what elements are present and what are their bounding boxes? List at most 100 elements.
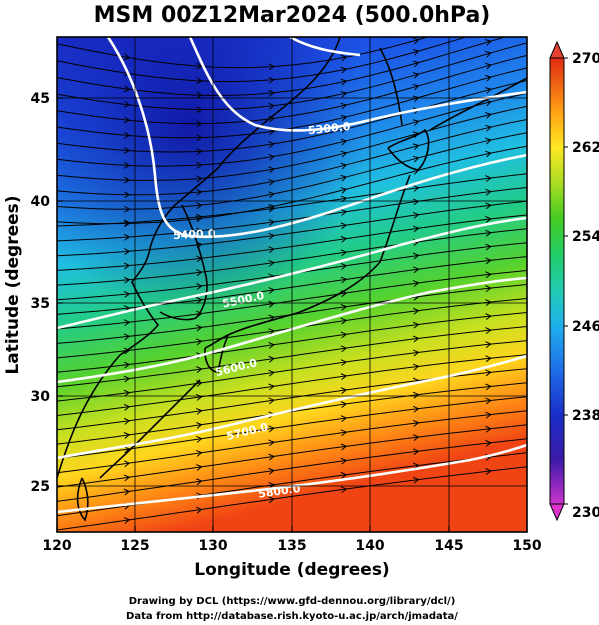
streamline-arrow [412,119,420,126]
streamline-arrow [268,232,275,240]
x-tick-label: 150 [512,538,541,554]
streamline-arrow [485,175,492,182]
streamline-arrow [340,303,348,311]
streamline-arrow [412,335,420,343]
streamline-arrow [196,449,203,457]
y-tick-label: 35 [31,296,50,312]
streamline-arrow [485,124,492,132]
streamline-arrow [412,405,420,413]
streamline-arrow [340,222,348,230]
streamline-arrow [123,233,131,241]
x-tick-labels: 120 125 130 135 140 145 150 [42,538,541,554]
streamline-arrow [196,213,203,221]
streamline-arrow [485,411,492,419]
streamline-arrow [268,191,275,199]
streamline-arrow [485,202,492,210]
streamline-arrow [485,341,492,348]
streamline-arrow [123,290,131,298]
x-tick-label: 125 [120,538,149,554]
streamline-arrow [123,220,131,228]
streamline-arrow [412,95,420,103]
streamline-arrow [196,421,203,429]
streamline-arrow [340,249,348,257]
streamline-arrow [340,150,348,158]
streamline-arrow [340,373,348,380]
streamline-arrow [340,187,348,194]
streamline-arrow [340,387,348,394]
streamline-arrow [268,76,275,84]
y-tick-label: 40 [31,194,51,210]
streamline-arrow [485,327,492,334]
streamline-arrow [123,333,131,341]
streamline-arrow [340,276,348,284]
streamline-arrow [485,39,492,46]
streamline-arrow [412,448,420,456]
streamline-arrow [340,114,348,122]
streamline-arrow [123,85,131,93]
streamline-arrow [412,60,420,68]
colorbar-tick-label: 246 [572,319,599,335]
streamline-arrow [412,321,420,329]
streamline-arrow [196,175,203,183]
streamline-arrow [340,162,348,170]
streamline-arrow [340,54,348,62]
streamline-arrow [196,393,203,401]
streamline-arrow [196,407,203,415]
streamline-arrow [340,208,348,216]
streamline-arrow [340,401,348,408]
streamline-arrow [412,72,420,79]
streamline-arrow [196,464,203,471]
streamline-arrow [340,429,348,437]
credit-drawing: Drawing by DCL (https://www.gfd-dennou.o… [129,596,456,607]
streamline-arrow [196,506,203,514]
streamline-arrow [340,235,348,243]
colorbar-scale [549,57,565,505]
streamline-arrow [123,219,131,227]
streamline-arrow [485,150,492,158]
streamline-arrow [268,467,275,475]
streamline-arrow [340,126,348,134]
x-axis-label: Longitude (degrees) [194,560,389,580]
streamline-arrow [412,83,420,91]
streamline-arrow [485,271,492,279]
y-axis-label: Latitude (degrees) [3,195,23,374]
streamline-arrow [123,131,131,139]
colorbar-tick-label: 270 [572,51,599,67]
streamline-arrow [196,478,203,486]
contour-5800 [57,443,527,514]
contour-5600 [57,276,527,384]
streamline-arrow [196,283,203,290]
x-axis-ticks [56,526,528,532]
streamline-arrow [123,432,131,439]
streamline-arrow [412,363,420,371]
streamline-arrow [196,161,203,169]
streamline-arrow [340,486,348,494]
contour-5400 [106,37,527,239]
streamline-arrow [268,219,275,226]
streamline-arrow [485,299,492,307]
streamline-arrow [123,361,131,369]
streamline-arrow [485,425,492,433]
streamline-arrow [268,425,275,433]
streamline-arrow [268,383,275,391]
grid-lines [57,37,527,532]
streamline-arrow [268,259,275,267]
x-tick-label: 145 [434,538,463,554]
coastline-asia-mainland [57,37,341,479]
streamline-arrow [485,87,492,94]
streamline-arrow [268,102,275,110]
streamline-arrow [268,341,275,349]
streamline-arrow [340,443,348,451]
x-tick-label: 140 [355,538,384,554]
x-tick-label: 120 [42,538,71,554]
streamline-arrow [340,90,348,98]
streamline-arrow [268,153,275,161]
streamline-arrow [412,211,420,219]
chart-title: MSM 00Z12Mar2024 (500.0hPa) [94,3,491,28]
streamline-arrow [268,397,275,405]
colorbar-min-arrow [549,503,565,522]
streamline-arrow [340,345,348,353]
streamline-arrow [196,269,203,277]
colorbar-tick-label: 262 [572,140,599,156]
y-tick-labels: 45 40 35 30 25 [31,91,51,495]
